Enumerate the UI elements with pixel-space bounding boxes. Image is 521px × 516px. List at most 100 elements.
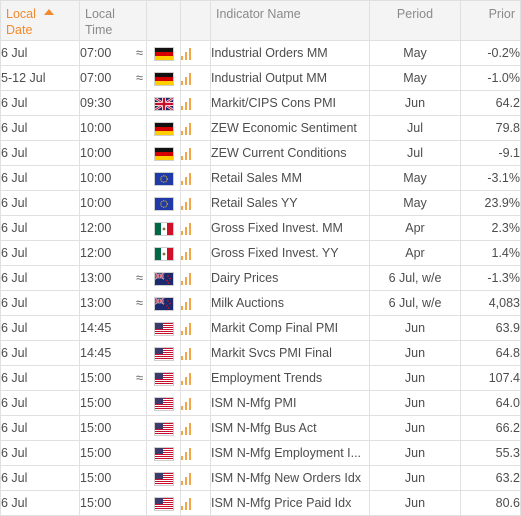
table-row[interactable]: 6 Jul 15:00 ISM N-Mfg Bus Act Jun 66.2 bbox=[0, 415, 521, 441]
cell-period: May bbox=[369, 165, 461, 191]
table-row[interactable]: 6 Jul 12:00 Gross Fixed Invest. MM Apr 2… bbox=[0, 215, 521, 241]
col-header-period[interactable]: Period bbox=[369, 0, 461, 41]
cell-country bbox=[146, 140, 181, 166]
cell-indicator-name[interactable]: ISM N-Mfg Employment I... bbox=[210, 440, 370, 466]
col-header-country[interactable] bbox=[146, 0, 181, 41]
cell-indicator-name[interactable]: ISM N-Mfg Bus Act bbox=[210, 415, 370, 441]
time-value: 15:00 bbox=[80, 396, 112, 410]
table-row[interactable]: 6 Jul 15:00 ISM N-Mfg PMI Jun 64.0 bbox=[0, 390, 521, 416]
cell-indicator-name[interactable]: ZEW Current Conditions bbox=[210, 140, 370, 166]
cell-indicator-name[interactable]: Industrial Output MM bbox=[210, 65, 370, 91]
cell-date: 6 Jul bbox=[0, 365, 80, 391]
cell-period: Apr bbox=[369, 240, 461, 266]
signal-bars-icon bbox=[181, 47, 194, 61]
signal-bars-icon bbox=[181, 272, 194, 286]
cell-date: 6 Jul bbox=[0, 340, 80, 366]
cell-time: 12:00 bbox=[79, 215, 147, 241]
time-value: 15:00 bbox=[80, 471, 112, 485]
cell-indicator-name[interactable]: Markit Comp Final PMI bbox=[210, 315, 370, 341]
signal-bars-icon bbox=[181, 447, 194, 461]
table-row[interactable]: 6 Jul 09:30 Markit/CIPS Cons PMI Jun 64.… bbox=[0, 90, 521, 116]
cell-indicator-name[interactable]: Gross Fixed Invest. YY bbox=[210, 240, 370, 266]
time-value: 15:00 bbox=[80, 446, 112, 460]
cell-time: 10:00 bbox=[79, 115, 147, 141]
cell-date: 6 Jul bbox=[0, 440, 80, 466]
table-row[interactable]: 5-12 Jul 07:00 ≈ Industrial Output MM Ma… bbox=[0, 65, 521, 91]
cell-indicator-name[interactable]: Industrial Orders MM bbox=[210, 40, 370, 66]
nz-flag-icon bbox=[154, 272, 173, 285]
eu-flag-icon bbox=[154, 172, 173, 185]
col-header-importance[interactable] bbox=[180, 0, 211, 41]
table-row[interactable]: 6 Jul 14:45 Markit Comp Final PMI Jun 63… bbox=[0, 315, 521, 341]
cell-time: 10:00 bbox=[79, 140, 147, 166]
approximate-icon: ≈ bbox=[135, 70, 143, 85]
us-flag-icon bbox=[154, 422, 173, 435]
table-row[interactable]: 6 Jul 14:45 Markit Svcs PMI Final Jun 64… bbox=[0, 340, 521, 366]
table-row[interactable]: 6 Jul 10:00 ZEW Economic Sentiment Jul 7… bbox=[0, 115, 521, 141]
cell-country bbox=[146, 440, 181, 466]
cell-time: 09:30 bbox=[79, 90, 147, 116]
cell-indicator-name[interactable]: Dairy Prices bbox=[210, 265, 370, 291]
signal-bars-icon bbox=[181, 122, 194, 136]
sort-ascending-icon[interactable] bbox=[43, 9, 54, 15]
cell-importance bbox=[180, 65, 211, 91]
table-row[interactable]: 6 Jul 13:00 ≈ Dairy Prices 6 Jul, w/e -1… bbox=[0, 265, 521, 291]
cell-indicator-name[interactable]: Retail Sales YY bbox=[210, 190, 370, 216]
cell-importance bbox=[180, 490, 211, 516]
us-flag-icon bbox=[154, 497, 173, 510]
cell-prior: -9.1 bbox=[460, 140, 521, 166]
table-row[interactable]: 6 Jul 15:00 ISM N-Mfg Price Paid Idx Jun… bbox=[0, 490, 521, 516]
cell-indicator-name[interactable]: Markit/CIPS Cons PMI bbox=[210, 90, 370, 116]
cell-indicator-name[interactable]: ISM N-Mfg PMI bbox=[210, 390, 370, 416]
col-header-indicator[interactable]: Indicator Name bbox=[210, 0, 370, 41]
table-row[interactable]: 6 Jul 15:00 ≈ Employment Trends Jun 107.… bbox=[0, 365, 521, 391]
cell-indicator-name[interactable]: Milk Auctions bbox=[210, 290, 370, 316]
cell-period: Jul bbox=[369, 140, 461, 166]
cell-date: 6 Jul bbox=[0, 490, 80, 516]
table-row[interactable]: 6 Jul 15:00 ISM N-Mfg Employment I... Ju… bbox=[0, 440, 521, 466]
cell-time: 15:00 ≈ bbox=[79, 365, 147, 391]
cell-period: Jun bbox=[369, 415, 461, 441]
cell-date: 6 Jul bbox=[0, 265, 80, 291]
cell-indicator-name[interactable]: ISM N-Mfg New Orders Idx bbox=[210, 465, 370, 491]
table-row[interactable]: 6 Jul 12:00 Gross Fixed Invest. YY Apr 1… bbox=[0, 240, 521, 266]
table-row[interactable]: 6 Jul 07:00 ≈ Industrial Orders MM May -… bbox=[0, 40, 521, 66]
cell-time: 15:00 bbox=[79, 440, 147, 466]
cell-time: 15:00 bbox=[79, 415, 147, 441]
cell-indicator-name[interactable]: ZEW Economic Sentiment bbox=[210, 115, 370, 141]
de-flag-icon bbox=[154, 72, 173, 85]
mx-flag-icon bbox=[154, 247, 173, 260]
signal-bars-icon bbox=[181, 347, 194, 361]
cell-indicator-name[interactable]: Gross Fixed Invest. MM bbox=[210, 215, 370, 241]
cell-prior: -1.0% bbox=[460, 65, 521, 91]
signal-bars-icon bbox=[181, 322, 194, 336]
cell-importance bbox=[180, 240, 211, 266]
nz-flag-icon bbox=[154, 297, 173, 310]
table-row[interactable]: 6 Jul 13:00 ≈ Milk Auctions 6 Jul, w/e 4… bbox=[0, 290, 521, 316]
table-row[interactable]: 6 Jul 10:00 Retail Sales YY May 23.9% bbox=[0, 190, 521, 216]
col-header-prior-label: Prior bbox=[488, 7, 515, 21]
table-row[interactable]: 6 Jul 10:00 Retail Sales MM May -3.1% bbox=[0, 165, 521, 191]
col-header-prior[interactable]: Prior bbox=[460, 0, 521, 41]
col-header-local-date[interactable]: Local Date bbox=[0, 0, 80, 41]
signal-bars-icon bbox=[181, 247, 194, 261]
cell-indicator-name[interactable]: Retail Sales MM bbox=[210, 165, 370, 191]
cell-country bbox=[146, 40, 181, 66]
time-value: 13:00 bbox=[80, 296, 112, 310]
cell-indicator-name[interactable]: Markit Svcs PMI Final bbox=[210, 340, 370, 366]
cell-importance bbox=[180, 115, 211, 141]
col-header-local-time[interactable]: Local Time bbox=[79, 0, 147, 41]
cell-country bbox=[146, 115, 181, 141]
us-flag-icon bbox=[154, 447, 173, 460]
cell-indicator-name[interactable]: ISM N-Mfg Price Paid Idx bbox=[210, 490, 370, 516]
cell-indicator-name[interactable]: Employment Trends bbox=[210, 365, 370, 391]
cell-prior: 63.9 bbox=[460, 315, 521, 341]
signal-bars-icon bbox=[181, 297, 194, 311]
table-row[interactable]: 6 Jul 10:00 ZEW Current Conditions Jul -… bbox=[0, 140, 521, 166]
table-row[interactable]: 6 Jul 15:00 ISM N-Mfg New Orders Idx Jun… bbox=[0, 465, 521, 491]
signal-bars-icon bbox=[181, 222, 194, 236]
time-value: 14:45 bbox=[80, 346, 112, 360]
de-flag-icon bbox=[154, 147, 173, 160]
cell-date: 6 Jul bbox=[0, 190, 80, 216]
